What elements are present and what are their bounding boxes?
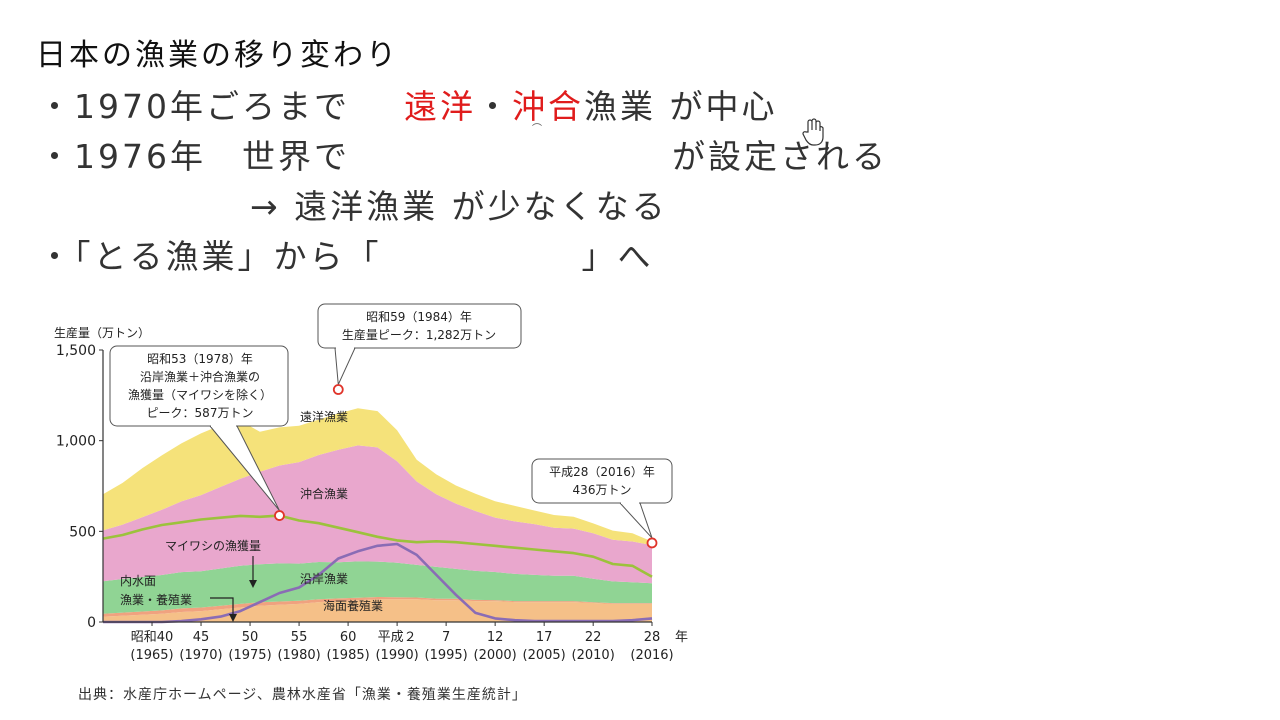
x-tick-era-6: 7 xyxy=(442,630,450,645)
line2-pre: ・1976年 世界で xyxy=(38,137,350,176)
bullet-line-1: ・1970年ごろまで 遠洋・沖合漁業 が中心 xyxy=(38,80,777,128)
x-tick-year-9: (2010) xyxy=(572,648,615,663)
slide-title: 日本の漁業の移り変わり xyxy=(36,38,399,73)
x-tick-era-0: 昭和40 xyxy=(131,630,174,645)
callout-box-1 xyxy=(317,303,522,349)
x-tick-era-9: 22 xyxy=(585,630,602,645)
label-inland-1: 内水面 xyxy=(120,574,156,588)
line1-post: 漁業 が中心 xyxy=(583,87,778,126)
callout-point-0 xyxy=(274,510,285,521)
production-chart: 0 500 1,000 1,500 生産量（万トン） 昭和40 (1965) 45 (1970)… xyxy=(54,303,688,663)
area-series-0 xyxy=(103,599,652,622)
line1-pre: ・1970年ごろまで xyxy=(38,87,386,126)
x-tick-era-2: 50 xyxy=(242,630,259,645)
x-tick-era-8: 17 xyxy=(536,630,553,645)
x-tick-year-10: (2016) xyxy=(630,648,673,663)
bullet-line-2: ・1976年 世界で が設定される xyxy=(38,130,888,178)
line1-red-distant: 遠洋 xyxy=(403,87,476,126)
x-tick-era-7: 12 xyxy=(487,630,504,645)
hand-cursor-icon xyxy=(802,118,824,146)
x-tick-era-3: 55 xyxy=(291,630,308,645)
area-series-2 xyxy=(103,561,652,614)
label-mariculture: 海面養殖業 xyxy=(323,598,383,613)
x-tick-year-7: (2000) xyxy=(474,648,517,663)
x-tick-year-4: (1985) xyxy=(326,648,369,663)
label-coastal: 沿岸漁業 xyxy=(300,572,348,586)
line-series-1 xyxy=(103,542,653,624)
callout-box-0 xyxy=(109,345,289,427)
x-tick-year-8: (2005) xyxy=(523,648,566,663)
callout-2-line-0: 平成28（2016）年 xyxy=(549,465,655,479)
x-tick-year-6: (1995) xyxy=(425,648,468,663)
area-series-1 xyxy=(103,597,652,617)
callout-0-line-2: 漁獲量（マイワシを除く） xyxy=(128,387,272,402)
callout-1-line-1: 生産量ピーク：1,282万トン xyxy=(342,327,496,342)
source-caption: 出典：水産庁ホームページ、農林水産省「漁業・養殖業生産統計」 xyxy=(78,687,527,703)
x-tick-era-1: 45 xyxy=(193,630,210,645)
y-tick-label-0: 0 xyxy=(87,615,96,631)
label-offshore: 沖合漁業 xyxy=(300,486,348,501)
callout-tail-1 xyxy=(334,347,356,387)
callout-0-line-0: 昭和53（1978）年 xyxy=(147,352,253,366)
callout-1-line-0: 昭和59（1984）年 xyxy=(366,310,472,324)
pen-mark-icon: ⌒ xyxy=(532,124,542,135)
bullet-line-4: ・「とる漁業」から「 」へ xyxy=(38,230,654,278)
label-inland-2: 漁業・養殖業 xyxy=(120,592,192,607)
line1-red-offshore: 沖合 xyxy=(511,87,584,126)
x-tick-era-5: 平成２ xyxy=(378,630,417,645)
inland-pointer xyxy=(210,597,234,620)
callout-0-line-3: ピーク：587万トン xyxy=(147,406,254,420)
callout-0-line-1: 沿岸漁業＋沖合漁業の xyxy=(140,369,260,384)
line4-post: 」へ xyxy=(581,237,654,276)
x-tick-era-10: 28 xyxy=(644,630,661,645)
line1-mid: ・ xyxy=(475,87,512,126)
callout-box-2 xyxy=(531,458,673,504)
label-distant-water: 遠洋漁業 xyxy=(300,409,348,424)
callout-2-line-1: 436万トン xyxy=(573,483,632,497)
x-tick-year-1: (1970) xyxy=(179,648,222,663)
y-tick-label-3: 1,500 xyxy=(56,343,96,359)
x-tick-era-4: 60 xyxy=(340,630,357,645)
x-tick-year-3: (1980) xyxy=(277,648,320,663)
inland-arrowhead xyxy=(229,614,237,622)
arrow-line-3: → 遠洋漁業 が少なくなる xyxy=(250,187,668,226)
line-series-0 xyxy=(102,514,653,578)
y-tick-label-2: 1,000 xyxy=(56,434,96,450)
sardine-arrowhead xyxy=(249,580,257,588)
x-axis-title: 年 xyxy=(675,630,688,645)
line4-pre: ・「とる漁業」から「 xyxy=(38,237,382,276)
x-tick-year-0: (1965) xyxy=(130,648,173,663)
label-sardine: マイワシの漁獲量 xyxy=(165,539,261,553)
y-tick-label-1: 500 xyxy=(69,524,96,540)
x-tick-year-2: (1975) xyxy=(228,648,271,663)
x-tick-year-5: (1990) xyxy=(375,648,418,663)
callout-point-2 xyxy=(646,537,658,549)
line2-post: が設定される xyxy=(671,137,888,176)
y-axis-title: 生産量（万トン） xyxy=(54,325,150,340)
callout-point-1 xyxy=(332,384,344,395)
